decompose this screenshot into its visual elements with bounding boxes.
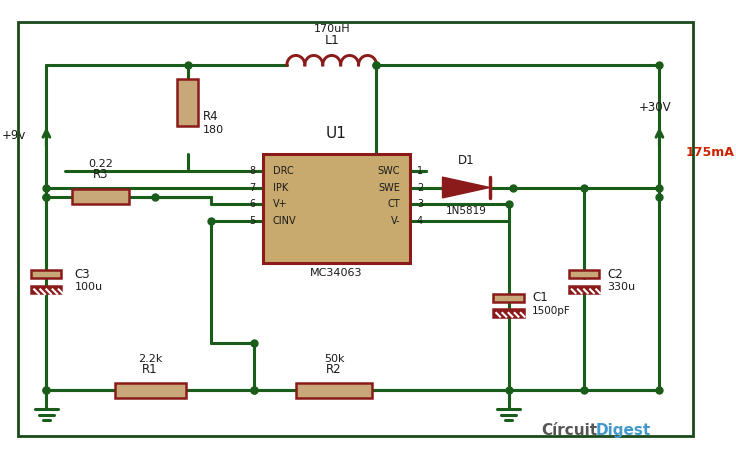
Text: 2: 2 xyxy=(417,182,423,192)
Text: 0.22: 0.22 xyxy=(88,159,113,169)
Text: C3: C3 xyxy=(74,268,91,281)
Text: CT: CT xyxy=(387,200,400,209)
Text: R1: R1 xyxy=(142,363,158,376)
Text: L1: L1 xyxy=(325,34,339,47)
Text: V+: V+ xyxy=(273,200,287,209)
Text: 180: 180 xyxy=(203,125,224,135)
Text: 330u: 330u xyxy=(608,283,636,293)
Text: D1: D1 xyxy=(458,154,475,167)
Text: 175mA: 175mA xyxy=(686,146,735,159)
Text: 3: 3 xyxy=(417,200,423,209)
Text: Digest: Digest xyxy=(595,423,651,438)
Text: U1: U1 xyxy=(326,125,347,141)
Text: +30V: +30V xyxy=(638,101,671,114)
Bar xyxy=(32,286,62,293)
Text: 4: 4 xyxy=(417,217,423,226)
Text: +9v: +9v xyxy=(1,129,26,142)
Bar xyxy=(177,79,198,126)
Text: 8: 8 xyxy=(250,165,256,175)
Text: MC34063: MC34063 xyxy=(310,268,363,278)
Bar xyxy=(297,383,372,398)
Text: C1: C1 xyxy=(532,291,548,305)
Text: 100u: 100u xyxy=(74,283,103,293)
Polygon shape xyxy=(442,177,489,198)
Text: CINV: CINV xyxy=(273,217,297,226)
Text: 7: 7 xyxy=(250,182,256,192)
Bar xyxy=(72,190,129,204)
Text: V-: V- xyxy=(391,217,400,226)
Text: 50k: 50k xyxy=(324,354,344,364)
Text: C2: C2 xyxy=(608,268,623,281)
Text: 6: 6 xyxy=(250,200,256,209)
Text: Círcuit: Círcuit xyxy=(542,423,598,438)
Bar xyxy=(569,286,599,293)
Text: 5: 5 xyxy=(250,217,256,226)
Bar xyxy=(32,271,62,278)
Text: 1500pF: 1500pF xyxy=(532,306,571,316)
Bar xyxy=(493,294,523,302)
Text: SWE: SWE xyxy=(378,182,400,192)
Text: R3: R3 xyxy=(93,168,108,181)
Text: 1: 1 xyxy=(417,165,423,175)
Text: DRC: DRC xyxy=(273,165,294,175)
Text: R4: R4 xyxy=(203,110,219,123)
Text: 1N5819: 1N5819 xyxy=(446,206,486,216)
Bar xyxy=(115,383,185,398)
Bar xyxy=(493,309,523,317)
Text: R2: R2 xyxy=(326,363,342,376)
Text: SWC: SWC xyxy=(378,165,400,175)
Text: IPK: IPK xyxy=(273,182,288,192)
Bar xyxy=(569,271,599,278)
Text: 170uH: 170uH xyxy=(314,24,350,34)
Text: 2.2k: 2.2k xyxy=(138,354,163,364)
Bar xyxy=(263,154,409,263)
